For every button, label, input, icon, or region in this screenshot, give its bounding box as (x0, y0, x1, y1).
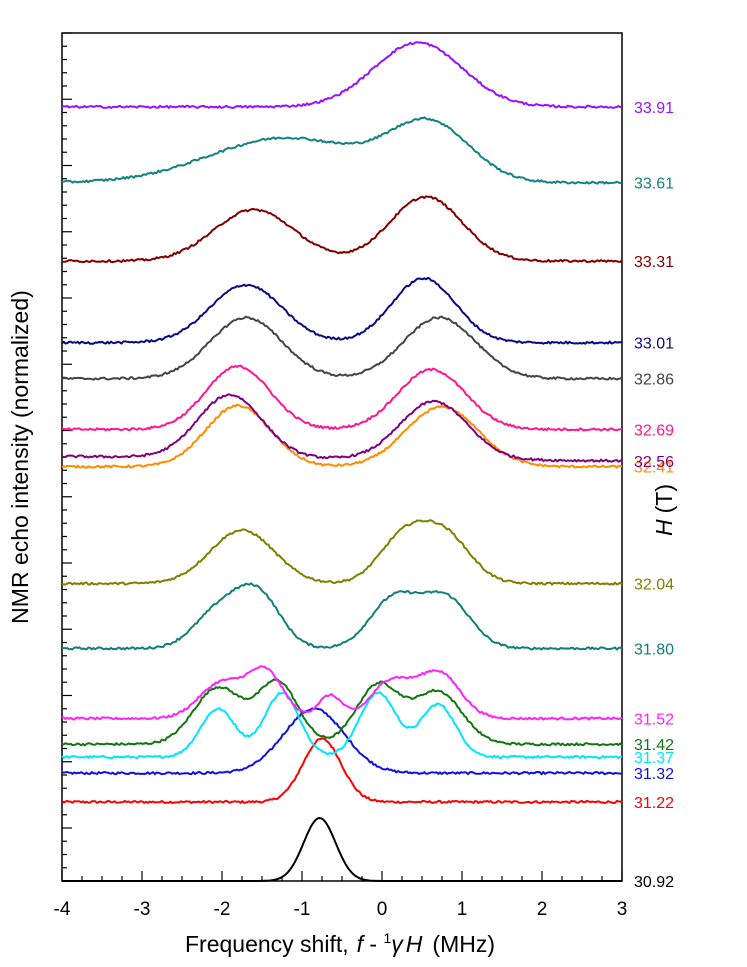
spectrum-32-41 (61, 403, 623, 469)
spectrum-33-91 (61, 41, 623, 109)
spectrum-31-37 (61, 691, 623, 760)
spectrum-31-80 (62, 582, 623, 651)
spectrum-31-52 (61, 665, 623, 721)
field-label-31-37: 31.37 (634, 750, 674, 767)
axis-ticks (61, 32, 623, 882)
spectrum-33-61 (61, 116, 623, 185)
spectrum-32-69 (61, 364, 623, 432)
spectrum-32-04 (61, 519, 623, 586)
spectrum-30-92 (62, 817, 622, 882)
spectrum-32-86 (61, 315, 623, 381)
field-label-31-32: 31.32 (634, 766, 674, 783)
spectrum-31-42 (61, 678, 623, 747)
field-label-33-91: 33.91 (634, 100, 674, 117)
field-label-31-22: 31.22 (634, 795, 674, 812)
field-label-30-92: 30.92 (634, 874, 674, 891)
x-tick-label: -4 (54, 899, 71, 920)
field-label-32-41: 32.41 (634, 460, 674, 477)
x-tick-label: 1 (457, 899, 468, 920)
spectrum-31-22 (61, 737, 623, 805)
x-tick-label: 2 (537, 899, 548, 920)
field-label-31-52: 31.52 (634, 711, 674, 728)
x-axis-title: Frequency shift, f - 1γ H (MHz) (185, 930, 495, 957)
y-axis-title: NMR echo intensity (normalized) (7, 290, 33, 624)
spectrum-33-01 (61, 276, 623, 345)
x-tick-label: 0 (377, 899, 388, 920)
field-label-32-69: 32.69 (634, 422, 674, 439)
field-label-33-31: 33.31 (634, 254, 674, 271)
spectrum-31-32 (61, 707, 623, 776)
field-label-31-42: 31.42 (634, 737, 674, 754)
spectrum-33-31 (61, 195, 623, 264)
x-tick-labels: -4 -3 -2 -1 0 1 2 3 (54, 899, 628, 920)
spectrum-32-56 (61, 393, 623, 463)
x-tick-label: 3 (617, 899, 628, 920)
x-tick-label: -2 (214, 899, 231, 920)
x-tick-label: -1 (294, 899, 311, 920)
x-tick-label: -3 (134, 899, 151, 920)
field-label-32-04: 32.04 (634, 577, 674, 594)
field-label-32-56: 32.56 (634, 454, 674, 471)
spectra (61, 41, 623, 882)
field-label-33-61: 33.61 (634, 176, 674, 193)
field-label-33-01: 33.01 (634, 336, 674, 353)
field-label-31-80: 31.80 (634, 641, 674, 658)
field-label-32-86: 32.86 (634, 372, 674, 389)
field-axis-title: H(T) (651, 484, 677, 536)
